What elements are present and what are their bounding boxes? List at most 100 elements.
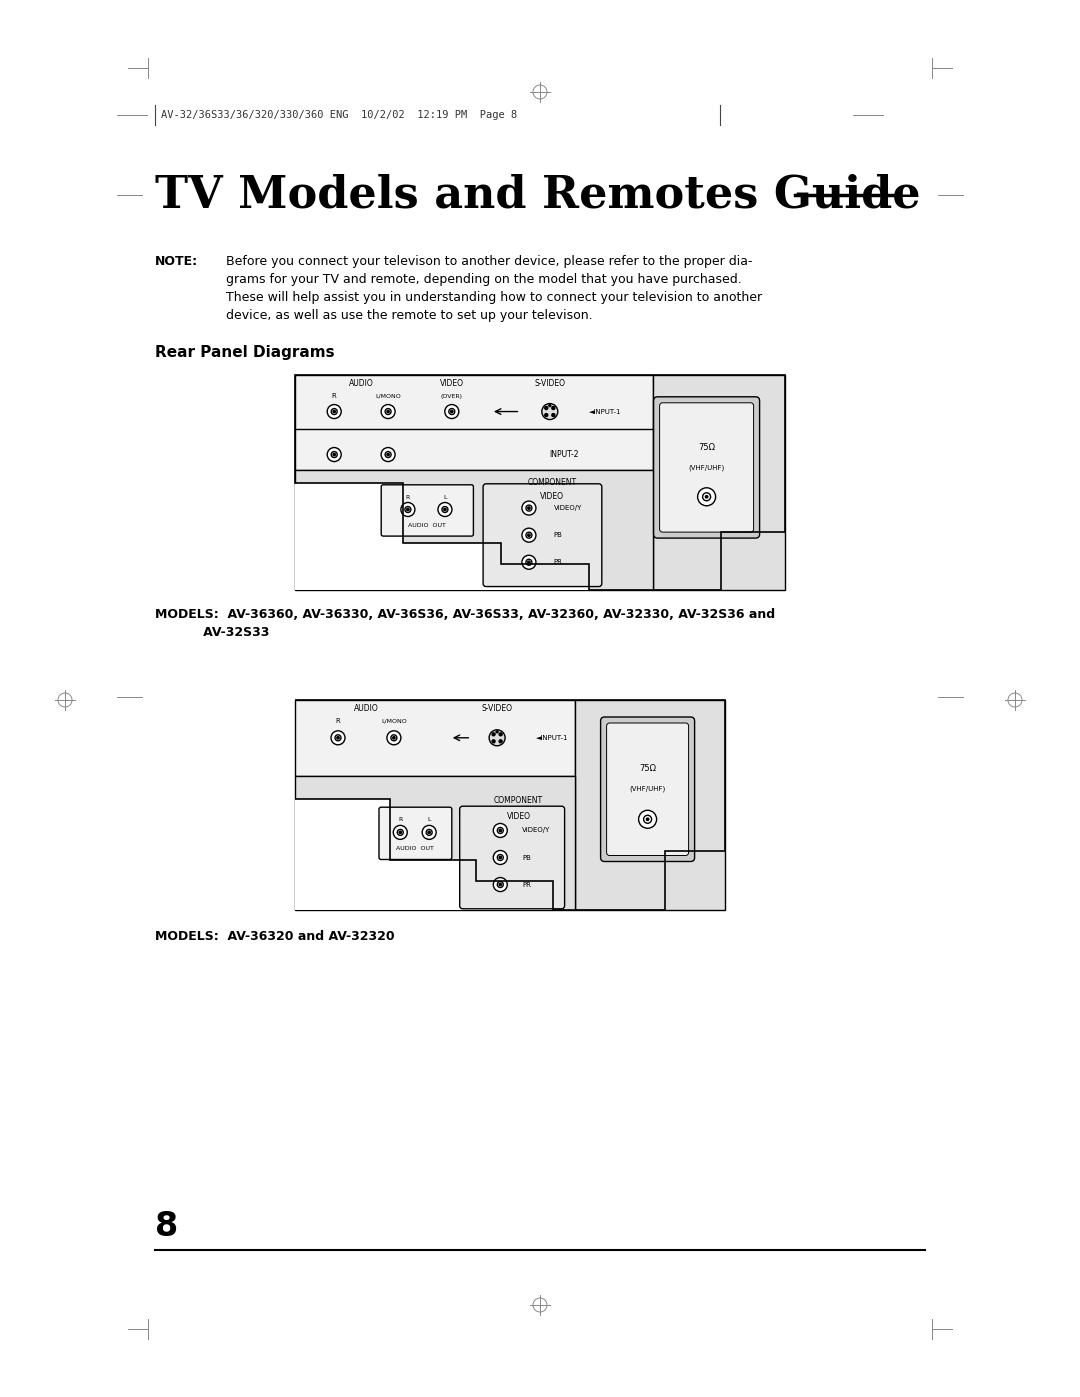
Text: R: R [332, 394, 337, 400]
Text: VIDEO: VIDEO [540, 492, 564, 502]
Text: R: R [336, 718, 340, 724]
Text: AV-32/36S33/36/320/330/360 ENG  10/2/02  12:19 PM  Page 8: AV-32/36S33/36/320/330/360 ENG 10/2/02 1… [161, 110, 517, 120]
Circle shape [698, 488, 716, 506]
Text: AUDIO  OUT: AUDIO OUT [408, 522, 446, 528]
Circle shape [549, 405, 551, 407]
Circle shape [544, 407, 548, 409]
Text: 75Ω: 75Ω [639, 764, 656, 774]
Circle shape [705, 496, 707, 497]
Text: These will help assist you in understanding how to connect your television to an: These will help assist you in understand… [226, 291, 762, 305]
Text: PR: PR [554, 559, 563, 566]
Text: ◄INPUT-1: ◄INPUT-1 [536, 735, 568, 740]
Text: AUDIO: AUDIO [353, 704, 378, 712]
Text: 8: 8 [156, 1210, 178, 1243]
Bar [295, 775, 575, 909]
Circle shape [381, 447, 395, 461]
Text: (OVER): (OVER) [441, 394, 463, 400]
Circle shape [499, 883, 501, 886]
Circle shape [528, 507, 530, 510]
Circle shape [638, 810, 657, 828]
Bar [575, 700, 725, 909]
Circle shape [327, 405, 341, 419]
Circle shape [499, 740, 502, 743]
Circle shape [499, 856, 501, 859]
Text: VIDEO: VIDEO [440, 379, 463, 388]
Circle shape [552, 407, 555, 409]
Text: Rear Panel Diagrams: Rear Panel Diagrams [156, 345, 335, 360]
Text: VIDEO/Y: VIDEO/Y [554, 506, 582, 511]
Circle shape [401, 503, 415, 517]
Circle shape [647, 819, 649, 820]
Circle shape [552, 414, 555, 416]
Circle shape [492, 733, 495, 736]
Circle shape [327, 447, 341, 461]
Text: TV Models and Remotes Guide: TV Models and Remotes Guide [156, 173, 920, 217]
FancyBboxPatch shape [483, 483, 602, 587]
Circle shape [330, 731, 345, 745]
Circle shape [499, 733, 502, 736]
Text: (VHF/UHF): (VHF/UHF) [688, 464, 725, 471]
Text: L/MONO: L/MONO [375, 394, 401, 400]
Bar [295, 700, 575, 775]
Text: R: R [399, 817, 403, 823]
Circle shape [492, 740, 495, 743]
Circle shape [387, 454, 389, 455]
Polygon shape [501, 564, 589, 590]
Text: Before you connect your televison to another device, please refer to the proper : Before you connect your televison to ano… [226, 256, 753, 268]
Circle shape [438, 503, 451, 517]
Text: ◄INPUT-1: ◄INPUT-1 [589, 408, 621, 415]
FancyBboxPatch shape [607, 724, 689, 855]
Text: L: L [443, 495, 447, 500]
Circle shape [494, 851, 508, 865]
Circle shape [444, 509, 446, 511]
Text: COMPONENT: COMPONENT [494, 796, 543, 805]
Text: VIDEO: VIDEO [507, 812, 530, 821]
Polygon shape [475, 880, 553, 909]
Text: PR: PR [522, 882, 531, 887]
Circle shape [522, 555, 536, 569]
Text: VIDEO/Y: VIDEO/Y [522, 827, 551, 834]
Text: 75Ω: 75Ω [698, 443, 715, 453]
Circle shape [528, 534, 530, 536]
Circle shape [522, 528, 536, 542]
Circle shape [393, 826, 407, 840]
Circle shape [528, 562, 530, 563]
Circle shape [407, 509, 409, 511]
Circle shape [381, 405, 395, 419]
Circle shape [422, 826, 436, 840]
Text: PB: PB [522, 855, 531, 861]
Circle shape [542, 404, 557, 419]
Text: device, as well as use the remote to set up your televison.: device, as well as use the remote to set… [226, 309, 593, 321]
Circle shape [450, 411, 453, 412]
Circle shape [499, 830, 501, 831]
Circle shape [333, 454, 336, 455]
Bar [295, 469, 652, 590]
Circle shape [494, 877, 508, 891]
FancyBboxPatch shape [379, 807, 451, 859]
Text: MODELS:  AV-36360, AV-36330, AV-36S36, AV-36S33, AV-32360, AV-32330, AV-32S36 an: MODELS: AV-36360, AV-36330, AV-36S36, AV… [156, 608, 775, 622]
Circle shape [387, 731, 401, 745]
Text: grams for your TV and remote, depending on the model that you have purchased.: grams for your TV and remote, depending … [226, 272, 742, 286]
Text: AV-32S33: AV-32S33 [156, 626, 269, 638]
Polygon shape [295, 482, 501, 590]
Circle shape [445, 405, 459, 419]
Text: PB: PB [554, 532, 563, 538]
Text: S-VIDEO: S-VIDEO [482, 704, 513, 712]
Text: (VHF/UHF): (VHF/UHF) [630, 787, 665, 792]
FancyBboxPatch shape [660, 402, 754, 532]
Bar [652, 374, 785, 590]
Text: MODELS:  AV-36320 and AV-32320: MODELS: AV-36320 and AV-32320 [156, 930, 394, 943]
FancyBboxPatch shape [600, 717, 694, 862]
Circle shape [337, 736, 339, 739]
Text: COMPONENT: COMPONENT [528, 478, 577, 488]
Text: INPUT-2: INPUT-2 [550, 450, 579, 460]
Circle shape [400, 831, 402, 834]
Circle shape [333, 411, 336, 412]
Text: R: R [406, 495, 410, 500]
FancyBboxPatch shape [381, 485, 473, 536]
Circle shape [544, 414, 548, 416]
FancyBboxPatch shape [460, 806, 565, 909]
Text: AUDIO: AUDIO [349, 379, 374, 388]
Circle shape [393, 736, 395, 739]
Circle shape [496, 731, 498, 733]
